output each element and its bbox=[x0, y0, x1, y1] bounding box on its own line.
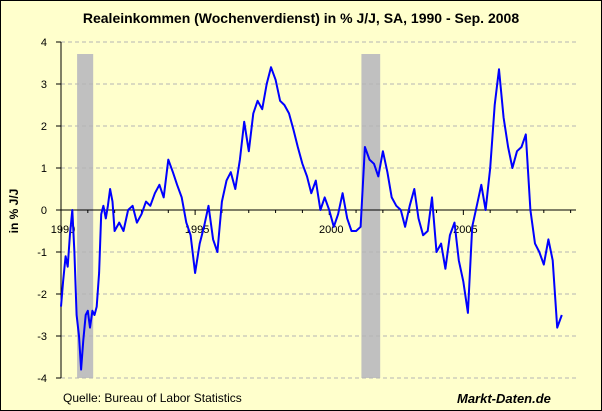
y-tick-label: -2 bbox=[37, 289, 47, 301]
recession-shading-bar bbox=[77, 54, 94, 378]
gridlines-group bbox=[61, 41, 576, 379]
y-tick-label: 3 bbox=[41, 79, 47, 91]
x-tick-label: 2000 bbox=[319, 224, 343, 236]
recession-shading-bar bbox=[361, 54, 381, 378]
series-line bbox=[60, 66, 563, 371]
y-tick-label: -3 bbox=[37, 331, 47, 343]
series-group bbox=[60, 66, 563, 371]
y-tick-label: -1 bbox=[37, 247, 47, 259]
y-tick-label: 2 bbox=[41, 121, 47, 133]
y-tick-label: 1 bbox=[41, 163, 47, 175]
y-axis-label: in % J/J bbox=[7, 189, 21, 234]
y-tick-label: 4 bbox=[41, 37, 47, 49]
y-tick-label: 0 bbox=[41, 205, 47, 217]
source-note: Quelle: Bureau of Labor Statistics bbox=[63, 391, 242, 405]
brand-logo-text: Markt-Daten.de bbox=[457, 391, 551, 406]
recession-shading-group bbox=[77, 54, 381, 378]
chart-title: Realeinkommen (Wochenverdienst) in % J/J… bbox=[83, 10, 519, 26]
y-tick-label: -4 bbox=[37, 373, 47, 385]
